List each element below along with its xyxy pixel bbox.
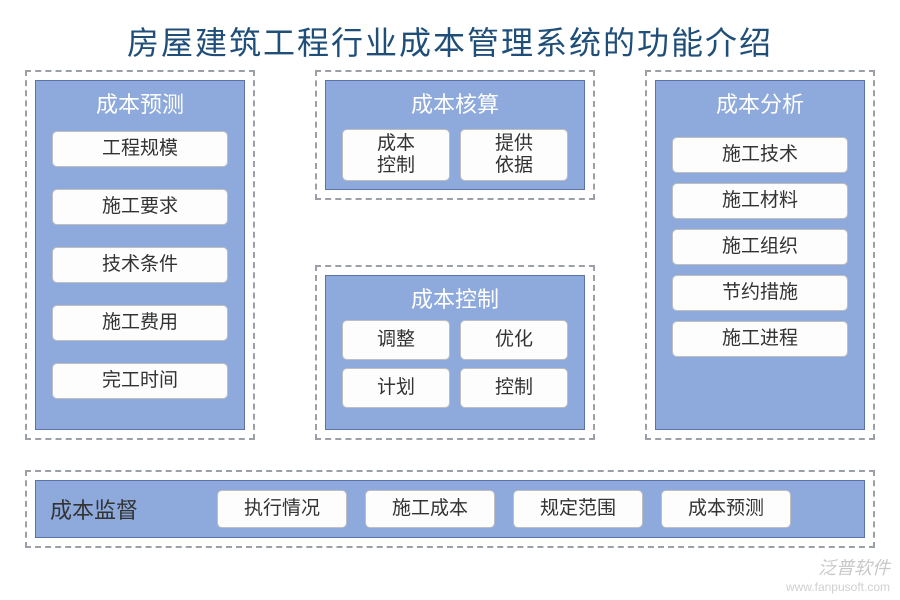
forecast-item: 工程规模 bbox=[52, 131, 228, 167]
monitor-items: 执行情况 施工成本 规定范围 成本预测 bbox=[158, 490, 850, 528]
monitor-item: 成本预测 bbox=[661, 490, 791, 528]
analysis-item: 施工进程 bbox=[672, 321, 848, 357]
analysis-items: 施工技术 施工材料 施工组织 节约措施 施工进程 bbox=[666, 127, 854, 357]
panel-analysis: 成本分析 施工技术 施工材料 施工组织 节约措施 施工进程 bbox=[655, 80, 865, 430]
monitor-item: 施工成本 bbox=[365, 490, 495, 528]
monitor-title: 成本监督 bbox=[50, 493, 138, 525]
analysis-item: 节约措施 bbox=[672, 275, 848, 311]
page-title: 房屋建筑工程行业成本管理系统的功能介绍 bbox=[0, 0, 900, 78]
forecast-item: 技术条件 bbox=[52, 247, 228, 283]
watermark-brand: 泛普软件 bbox=[786, 558, 890, 580]
analysis-item: 施工组织 bbox=[672, 229, 848, 265]
analysis-item: 施工材料 bbox=[672, 183, 848, 219]
title-text: 房屋建筑工程行业成本管理系统的功能介绍 bbox=[127, 25, 773, 61]
panel-calc: 成本核算 成本 控制 提供 依据 bbox=[325, 80, 585, 190]
forecast-item: 完工时间 bbox=[52, 363, 228, 399]
monitor-item: 执行情况 bbox=[217, 490, 347, 528]
watermark: 泛普软件 www.fanpusoft.com bbox=[786, 558, 890, 594]
forecast-item: 施工要求 bbox=[52, 189, 228, 225]
forecast-items: 工程规模 施工要求 技术条件 施工费用 完工时间 bbox=[46, 127, 234, 403]
monitor-item: 规定范围 bbox=[513, 490, 643, 528]
calc-items: 成本 控制 提供 依据 bbox=[336, 127, 574, 183]
calc-title: 成本核算 bbox=[336, 87, 574, 119]
panel-monitor: 成本监督 执行情况 施工成本 规定范围 成本预测 bbox=[35, 480, 865, 538]
analysis-item: 施工技术 bbox=[672, 137, 848, 173]
control-rows: 调整 优化 计划 控制 bbox=[336, 320, 574, 408]
control-item: 控制 bbox=[460, 368, 568, 408]
module-forecast: 成本预测 工程规模 施工要求 技术条件 施工费用 完工时间 bbox=[25, 70, 255, 440]
control-item: 计划 bbox=[342, 368, 450, 408]
control-title: 成本控制 bbox=[336, 282, 574, 314]
panel-forecast: 成本预测 工程规模 施工要求 技术条件 施工费用 完工时间 bbox=[35, 80, 245, 430]
calc-item: 提供 依据 bbox=[460, 129, 568, 181]
control-row: 计划 控制 bbox=[342, 368, 568, 408]
control-row: 调整 优化 bbox=[342, 320, 568, 360]
forecast-title: 成本预测 bbox=[46, 87, 234, 119]
module-control: 成本控制 调整 优化 计划 控制 bbox=[315, 265, 595, 440]
module-analysis: 成本分析 施工技术 施工材料 施工组织 节约措施 施工进程 bbox=[645, 70, 875, 440]
watermark-url: www.fanpusoft.com bbox=[786, 580, 890, 594]
calc-item: 成本 控制 bbox=[342, 129, 450, 181]
analysis-title: 成本分析 bbox=[666, 87, 854, 119]
module-calc: 成本核算 成本 控制 提供 依据 bbox=[315, 70, 595, 200]
forecast-item: 施工费用 bbox=[52, 305, 228, 341]
control-item: 调整 bbox=[342, 320, 450, 360]
panel-control: 成本控制 调整 优化 计划 控制 bbox=[325, 275, 585, 430]
module-monitor: 成本监督 执行情况 施工成本 规定范围 成本预测 bbox=[25, 470, 875, 548]
control-item: 优化 bbox=[460, 320, 568, 360]
